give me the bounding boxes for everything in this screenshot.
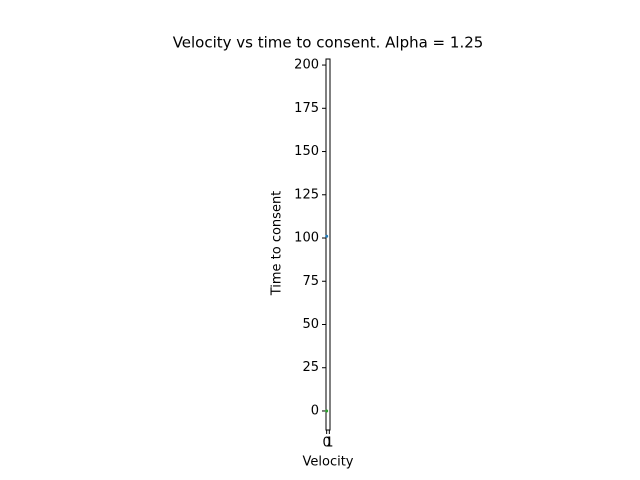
y-tick-label: 125	[294, 187, 319, 202]
y-tick-label: 25	[302, 360, 319, 375]
y-tick-label: 175	[294, 101, 319, 116]
y-tick-label: 100	[294, 231, 319, 246]
y-tick-label: 150	[294, 144, 319, 159]
y-tick-label: 75	[302, 274, 319, 289]
x-tick-label: 1	[325, 436, 333, 451]
chart-title: Velocity vs time to consent. Alpha = 1.2…	[173, 34, 484, 52]
y-axis-label: Time to consent	[270, 191, 285, 297]
y-tick-label: 0	[311, 403, 319, 418]
y-tick-label: 50	[302, 317, 319, 332]
point	[325, 409, 329, 413]
x-axis-label: Velocity	[303, 455, 354, 470]
point	[325, 234, 329, 238]
plot-frame	[325, 58, 331, 431]
y-tick-label: 200	[294, 58, 319, 73]
x-tick-label: 0	[323, 436, 331, 451]
